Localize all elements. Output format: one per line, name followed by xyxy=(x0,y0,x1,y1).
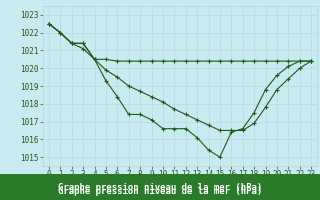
Text: Graphe pression niveau de la mer (hPa): Graphe pression niveau de la mer (hPa) xyxy=(58,182,262,192)
Text: Graphe pression niveau de la mer (hPa): Graphe pression niveau de la mer (hPa) xyxy=(58,186,262,196)
